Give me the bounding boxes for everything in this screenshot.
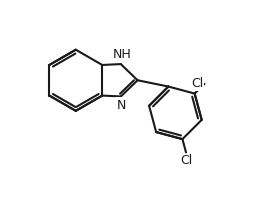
Text: Cl: Cl [191,77,203,90]
Text: NH: NH [113,48,131,61]
Text: N: N [117,99,126,112]
Text: Cl: Cl [180,154,192,167]
